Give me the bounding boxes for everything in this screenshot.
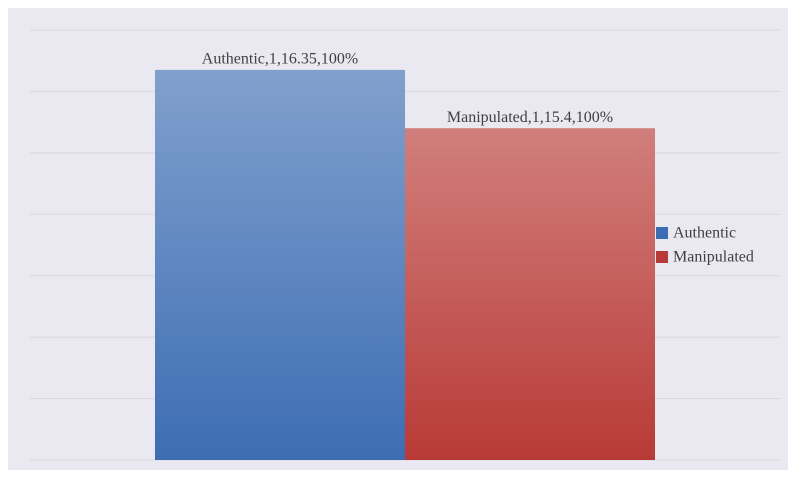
legend-swatch — [656, 251, 668, 263]
legend-label: Authentic — [673, 225, 736, 242]
bar-shine — [155, 69, 405, 460]
legend-swatch — [656, 227, 668, 239]
bar-shine — [405, 128, 655, 461]
data-label: Authentic,1,16.35,100% — [202, 51, 358, 68]
legend-label: Manipulated — [673, 249, 754, 266]
data-label: Manipulated,1,15.4,100% — [447, 109, 613, 126]
